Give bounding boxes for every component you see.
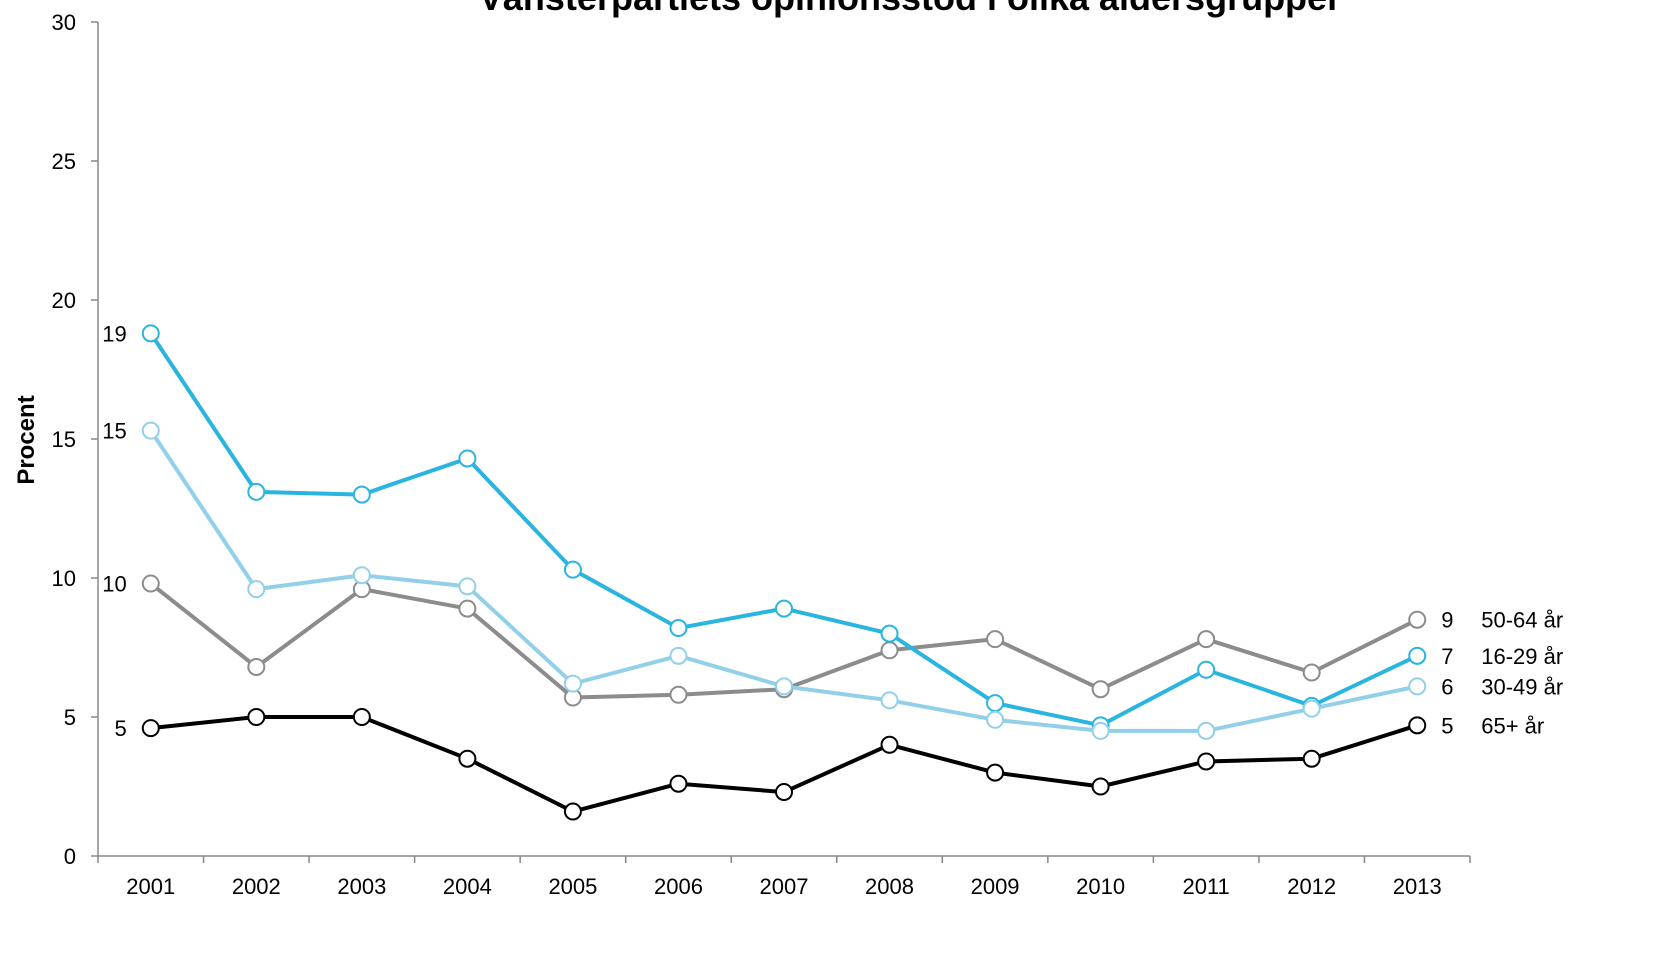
value-label: 6 — [1441, 674, 1453, 699]
point — [1091, 721, 1110, 740]
value-label: 7 — [1441, 644, 1453, 669]
series-line — [149, 332, 1419, 728]
point — [247, 482, 266, 501]
point — [775, 599, 793, 618]
legend-label: 65+ år — [1481, 713, 1544, 738]
point — [986, 630, 1005, 649]
value-label: 10 — [102, 572, 126, 597]
point — [1197, 660, 1216, 679]
point — [352, 566, 371, 585]
point — [880, 641, 899, 660]
legend-label: 16-29 år — [1481, 644, 1563, 669]
x-tick-label: 2013 — [1393, 874, 1442, 899]
point — [986, 763, 1005, 782]
x-tick-label: 2006 — [654, 874, 703, 899]
point — [247, 708, 266, 726]
point — [458, 749, 477, 768]
value-label: 19 — [102, 321, 126, 346]
point — [352, 485, 371, 504]
point — [1091, 680, 1110, 699]
point — [141, 719, 160, 738]
point — [1408, 646, 1427, 665]
point — [1302, 663, 1321, 682]
point — [986, 694, 1005, 713]
point — [669, 619, 688, 638]
legend-label: 50-64 år — [1481, 608, 1563, 633]
legend-label: 30-49 år — [1481, 674, 1563, 699]
point — [1197, 630, 1216, 649]
chart-title: Vänsterpartiets opinionsstöd i olika åld… — [479, 0, 1341, 18]
y-tick-label: 30 — [52, 10, 76, 35]
point — [458, 577, 477, 596]
point — [563, 674, 582, 693]
y-tick-label: 0 — [64, 844, 76, 869]
point — [563, 560, 582, 579]
point — [1408, 610, 1427, 629]
point — [775, 783, 793, 802]
value-label: 15 — [102, 419, 126, 444]
y-tick-label: 20 — [52, 288, 76, 313]
y-axis-label: Procent — [13, 395, 40, 484]
x-tick-label: 2007 — [760, 874, 809, 899]
point — [563, 802, 582, 821]
value-label: 5 — [1441, 713, 1453, 738]
x-tick-label: 2011 — [1182, 874, 1229, 899]
y-tick-label: 25 — [52, 149, 76, 174]
point — [669, 685, 688, 704]
point — [1302, 699, 1321, 718]
point — [669, 646, 688, 665]
point — [141, 421, 160, 440]
point — [1197, 752, 1216, 771]
x-tick-label: 2004 — [443, 874, 492, 899]
point — [880, 691, 899, 710]
point — [1408, 716, 1427, 735]
point — [247, 657, 266, 676]
x-tick-label: 2012 — [1287, 874, 1336, 899]
point — [458, 599, 477, 618]
point — [669, 774, 688, 793]
x-tick-label: 2008 — [865, 874, 914, 899]
x-tick-label: 2003 — [337, 874, 386, 899]
value-label: 9 — [1441, 608, 1453, 633]
x-tick-label: 2005 — [548, 874, 597, 899]
point — [986, 710, 1005, 729]
point — [352, 708, 371, 726]
y-tick-label: 10 — [52, 566, 76, 591]
x-tick-label: 2002 — [232, 874, 281, 899]
point — [880, 624, 899, 643]
point — [1197, 721, 1216, 740]
y-tick-label: 5 — [64, 705, 76, 730]
point — [880, 735, 899, 754]
point — [775, 677, 793, 696]
point — [1408, 677, 1427, 696]
point — [1091, 777, 1110, 796]
x-tick-label: 2001 — [126, 874, 175, 899]
point — [1302, 749, 1321, 768]
value-label: 5 — [115, 716, 127, 741]
point — [458, 449, 477, 468]
x-tick-label: 2010 — [1076, 874, 1125, 899]
point — [141, 574, 160, 593]
x-tick-label: 2009 — [971, 874, 1020, 899]
y-tick-label: 15 — [52, 427, 76, 452]
point — [247, 580, 266, 599]
point — [141, 324, 160, 343]
